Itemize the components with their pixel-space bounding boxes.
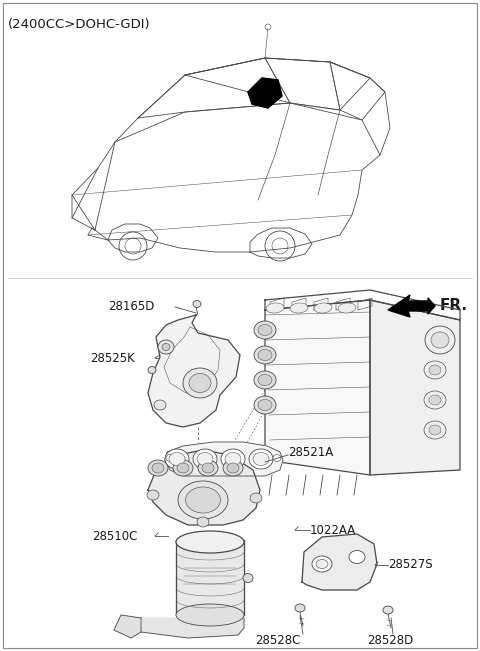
Ellipse shape	[429, 425, 441, 435]
Polygon shape	[141, 618, 244, 638]
Ellipse shape	[177, 463, 189, 473]
Ellipse shape	[258, 350, 272, 361]
Ellipse shape	[424, 391, 446, 409]
Ellipse shape	[221, 449, 245, 469]
Ellipse shape	[185, 487, 220, 513]
Ellipse shape	[176, 531, 244, 553]
Text: 28528C: 28528C	[255, 634, 300, 647]
Polygon shape	[248, 78, 282, 108]
Polygon shape	[176, 540, 244, 615]
Polygon shape	[148, 315, 240, 427]
Ellipse shape	[148, 460, 168, 476]
Ellipse shape	[383, 606, 393, 614]
Polygon shape	[302, 534, 377, 590]
Ellipse shape	[258, 400, 272, 411]
Text: (2400CC>DOHC-GDI): (2400CC>DOHC-GDI)	[8, 18, 151, 31]
Ellipse shape	[173, 460, 193, 476]
Ellipse shape	[189, 374, 211, 393]
Ellipse shape	[254, 321, 276, 339]
Ellipse shape	[253, 452, 269, 465]
Ellipse shape	[249, 449, 273, 469]
Text: 28527S: 28527S	[388, 559, 432, 572]
Polygon shape	[370, 300, 460, 475]
Ellipse shape	[165, 449, 189, 469]
Text: FR.: FR.	[440, 298, 468, 312]
Ellipse shape	[198, 460, 218, 476]
Ellipse shape	[152, 463, 164, 473]
Polygon shape	[388, 295, 435, 317]
Text: 28165D: 28165D	[108, 301, 155, 314]
Ellipse shape	[158, 340, 174, 354]
Ellipse shape	[316, 559, 328, 568]
Ellipse shape	[424, 361, 446, 379]
Text: 28525K: 28525K	[90, 352, 135, 365]
Ellipse shape	[166, 454, 174, 462]
Ellipse shape	[223, 460, 243, 476]
Ellipse shape	[429, 395, 441, 405]
Ellipse shape	[295, 604, 305, 612]
Ellipse shape	[290, 303, 308, 313]
Ellipse shape	[431, 332, 449, 348]
Polygon shape	[265, 300, 370, 475]
Ellipse shape	[429, 365, 441, 375]
Ellipse shape	[254, 396, 276, 414]
Ellipse shape	[147, 490, 159, 500]
Polygon shape	[148, 450, 260, 525]
Ellipse shape	[162, 344, 170, 350]
Ellipse shape	[258, 374, 272, 385]
Ellipse shape	[225, 452, 241, 465]
Text: 28521A: 28521A	[288, 447, 333, 460]
Ellipse shape	[197, 517, 209, 527]
Ellipse shape	[197, 452, 213, 465]
Ellipse shape	[183, 368, 217, 398]
Ellipse shape	[193, 301, 201, 307]
Ellipse shape	[227, 463, 239, 473]
Ellipse shape	[425, 326, 455, 354]
Ellipse shape	[266, 303, 284, 313]
Ellipse shape	[314, 303, 332, 313]
Ellipse shape	[254, 346, 276, 364]
Ellipse shape	[258, 324, 272, 335]
Ellipse shape	[338, 303, 356, 313]
Text: 28510C: 28510C	[92, 529, 137, 542]
Text: 1022AA: 1022AA	[310, 523, 356, 536]
Ellipse shape	[273, 454, 281, 462]
Ellipse shape	[154, 400, 166, 410]
Ellipse shape	[176, 604, 244, 626]
Ellipse shape	[250, 493, 262, 503]
Ellipse shape	[169, 452, 185, 465]
Ellipse shape	[254, 371, 276, 389]
Ellipse shape	[202, 463, 214, 473]
Ellipse shape	[312, 556, 332, 572]
Polygon shape	[165, 442, 283, 476]
Text: 28528D: 28528D	[367, 634, 413, 647]
Ellipse shape	[243, 574, 253, 583]
Polygon shape	[114, 615, 141, 638]
Ellipse shape	[148, 367, 156, 374]
Ellipse shape	[178, 481, 228, 519]
Ellipse shape	[193, 449, 217, 469]
Ellipse shape	[349, 551, 365, 564]
Ellipse shape	[424, 421, 446, 439]
